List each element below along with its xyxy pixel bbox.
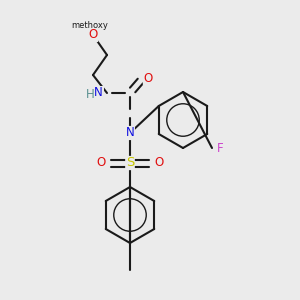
Text: O: O [154, 157, 164, 169]
Text: methoxy: methoxy [72, 22, 108, 31]
Text: O: O [96, 157, 106, 169]
Text: N: N [94, 86, 103, 100]
Text: S: S [126, 157, 134, 169]
Text: O: O [143, 71, 153, 85]
Text: H: H [86, 88, 95, 100]
Text: N: N [126, 127, 134, 140]
Text: F: F [217, 142, 223, 154]
Text: O: O [88, 28, 98, 41]
